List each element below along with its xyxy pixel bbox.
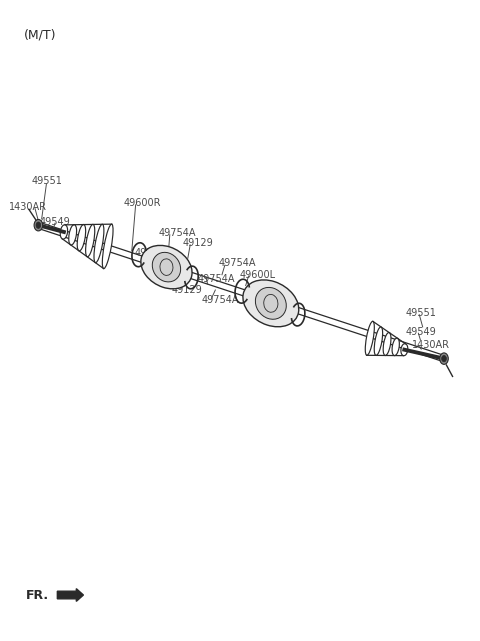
- Text: 49549: 49549: [40, 217, 71, 227]
- Ellipse shape: [34, 219, 43, 231]
- Ellipse shape: [401, 344, 408, 356]
- Ellipse shape: [365, 321, 374, 355]
- Text: 49129: 49129: [171, 285, 202, 295]
- Ellipse shape: [243, 280, 299, 327]
- Text: 49600L: 49600L: [240, 270, 276, 279]
- Text: 49551: 49551: [406, 308, 437, 318]
- Text: FR.: FR.: [25, 588, 48, 601]
- Ellipse shape: [102, 224, 113, 269]
- Text: 49754A: 49754A: [135, 248, 172, 258]
- Text: 49129: 49129: [182, 238, 213, 248]
- Ellipse shape: [60, 225, 68, 239]
- Ellipse shape: [36, 222, 41, 228]
- Text: 49549: 49549: [406, 327, 437, 337]
- Ellipse shape: [392, 338, 399, 356]
- Ellipse shape: [255, 287, 286, 319]
- Text: 49600R: 49600R: [124, 198, 161, 208]
- Text: 49754A: 49754A: [197, 274, 235, 284]
- FancyArrow shape: [57, 588, 84, 601]
- Ellipse shape: [374, 327, 383, 355]
- Ellipse shape: [152, 253, 180, 282]
- Ellipse shape: [383, 333, 391, 356]
- Ellipse shape: [94, 224, 104, 263]
- Text: 49551: 49551: [31, 176, 62, 186]
- Text: 49754A: 49754A: [150, 274, 187, 284]
- Ellipse shape: [85, 224, 95, 257]
- Ellipse shape: [77, 224, 85, 251]
- Ellipse shape: [69, 224, 77, 245]
- Ellipse shape: [141, 246, 192, 289]
- Ellipse shape: [440, 353, 448, 364]
- Text: 49754A: 49754A: [158, 228, 196, 238]
- Ellipse shape: [442, 356, 446, 362]
- Text: 49754A: 49754A: [219, 258, 256, 269]
- Text: 1430AR: 1430AR: [412, 340, 450, 349]
- Text: 1430AR: 1430AR: [9, 203, 47, 212]
- Text: (M/T): (M/T): [24, 28, 57, 41]
- Text: 49754A: 49754A: [201, 295, 239, 305]
